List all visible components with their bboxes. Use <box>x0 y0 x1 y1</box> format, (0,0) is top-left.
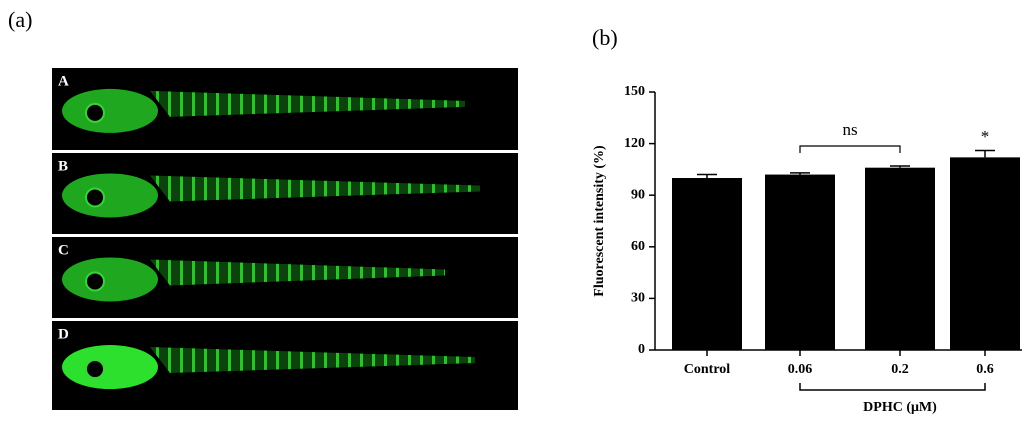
bar <box>950 157 1020 350</box>
image-label: B <box>58 158 68 174</box>
y-tick-label: 0 <box>638 342 645 357</box>
image-panel: A B C D <box>52 68 518 410</box>
bar <box>765 174 835 350</box>
bar <box>672 178 742 350</box>
fish-eye <box>85 359 105 380</box>
fish-body <box>150 90 465 117</box>
y-tick-label: 150 <box>624 84 645 99</box>
fish-head <box>62 345 158 390</box>
x-axis-title: DPHC (μM) <box>863 400 937 415</box>
fish-eye <box>85 187 105 208</box>
y-tick-label: 90 <box>631 187 645 202</box>
fish-eye <box>85 271 105 292</box>
image-label: C <box>58 242 69 258</box>
fish-body <box>150 259 445 286</box>
ns-bracket <box>799 145 901 153</box>
y-axis-title: Fluorescent intensity (%) <box>592 145 607 297</box>
group-bracket <box>799 383 986 391</box>
fish-body <box>150 175 480 202</box>
x-tick-label: Control <box>684 362 731 377</box>
x-tick-label: 0.06 <box>788 362 813 377</box>
fish-head <box>62 173 158 218</box>
fish-head <box>62 88 158 133</box>
annotation: * <box>981 127 990 146</box>
fish-head <box>62 257 158 302</box>
bar <box>865 167 935 350</box>
fish-body <box>150 347 475 374</box>
x-tick-label: 0.2 <box>891 362 909 377</box>
fish-eye <box>85 102 105 123</box>
image-label: A <box>58 73 69 89</box>
x-tick-label: 0.6 <box>976 362 994 377</box>
annotation: ns <box>842 120 857 139</box>
y-tick-label: 120 <box>624 136 645 151</box>
y-tick-label: 30 <box>631 291 645 306</box>
panel-label: (b) <box>592 25 618 50</box>
panel-label: (a) <box>8 7 32 32</box>
bar-chart: 0 30 60 90 120 150 Fluorescent intensity (%) Co… <box>592 84 1022 415</box>
y-tick-label: 60 <box>631 239 645 254</box>
image-label: D <box>58 326 69 342</box>
